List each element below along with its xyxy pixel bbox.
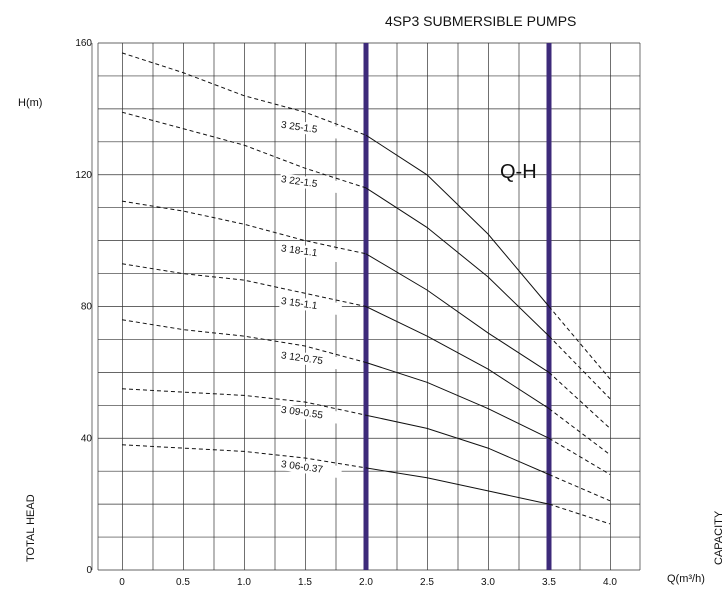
y-tick-label: 120 — [75, 170, 92, 181]
x-tick-label: 0.5 — [176, 577, 190, 588]
curve-label: 3 06-0.37 — [280, 459, 324, 476]
curve-high-range — [548, 437, 611, 475]
curve-low-range — [121, 263, 367, 307]
curve-low-range — [121, 52, 367, 136]
curve-label-bg — [279, 403, 343, 425]
y-axis-side-label: TOTAL HEAD — [25, 494, 37, 562]
x-tick-label: 2.0 — [359, 577, 373, 588]
curve-operating-range — [365, 414, 550, 475]
tick-labels: 0 0.5 1.0 1.5 2.0 2.5 3.0 3.5 4.0 0 40 80 120 160 — [75, 38, 617, 588]
x-tick-label: 1.0 — [237, 577, 251, 588]
curve-label: 3 18-1.1 — [280, 243, 318, 259]
curve-high-range — [548, 503, 611, 525]
curve-low-range — [121, 111, 367, 189]
curve-label-bg — [279, 294, 343, 316]
curve-label: 3 15-1.1 — [280, 296, 318, 312]
curve-operating-range — [365, 134, 550, 307]
curve-label: 3 12-0.75 — [280, 350, 324, 367]
y-tick-label: 0 — [86, 565, 92, 576]
curve-high-range — [548, 408, 611, 456]
curve-operating-range — [365, 253, 550, 373]
y-axis-label: H(m) — [18, 97, 42, 109]
x-axis-label: Q(m³/h) — [667, 573, 705, 585]
chart-title: 4SP3 SUBMERSIBLE PUMPS — [385, 13, 576, 29]
y-tick-label: 80 — [81, 302, 93, 313]
curve-label-bg — [279, 118, 343, 140]
curve-operating-range — [365, 467, 550, 505]
curve-operating-range — [365, 187, 550, 337]
y-tick-label: 40 — [81, 433, 93, 444]
curve-operating-range — [365, 362, 550, 439]
x-tick-label: 3.5 — [542, 577, 556, 588]
q-h-annotation: Q-H — [500, 161, 537, 183]
x-axis-side-label: CAPACITY — [713, 510, 725, 565]
curve-label-bg — [279, 242, 343, 263]
curve-low-range — [121, 200, 367, 255]
y-tick-label: 160 — [75, 38, 92, 49]
curve-operating-range — [365, 306, 550, 410]
x-tick-label: 2.5 — [420, 577, 434, 588]
curve-high-range — [548, 372, 611, 429]
curve-high-range — [548, 474, 611, 502]
x-tick-label: 4.0 — [603, 577, 617, 588]
curve-label: 3 09-0.55 — [280, 405, 324, 422]
curve-low-range — [121, 319, 367, 363]
curve-label-bg — [279, 349, 343, 370]
x-tick-label: 0 — [119, 577, 125, 588]
curve-high-range — [548, 335, 611, 400]
x-tick-label: 1.5 — [298, 577, 312, 588]
curve-label: 3 25-1.5 — [280, 120, 318, 136]
curve-low-range — [121, 388, 367, 416]
curve-label-bg — [279, 457, 343, 479]
curve-label: 3 22-1.5 — [280, 174, 318, 190]
curve-low-range — [121, 444, 367, 469]
curve-high-range — [548, 306, 611, 380]
x-tick-label: 3.0 — [481, 577, 495, 588]
curve-label-bg — [279, 172, 343, 194]
curve-layer: 3 25-1.5 3 22-1.5 3 18-1.1 3 15-1.1 3 12-0.7… — [121, 52, 611, 525]
